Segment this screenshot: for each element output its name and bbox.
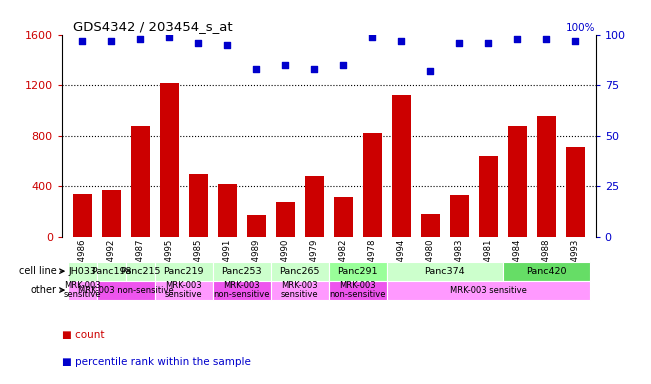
Bar xyxy=(73,194,92,237)
Point xyxy=(106,38,117,44)
Bar xyxy=(537,116,556,237)
Text: GSM924980: GSM924980 xyxy=(426,238,435,291)
Text: cell line: cell line xyxy=(19,266,57,276)
Point xyxy=(222,41,232,48)
Bar xyxy=(271,262,329,281)
Text: 100%: 100% xyxy=(566,23,596,33)
Bar xyxy=(276,202,295,237)
Text: GSM924989: GSM924989 xyxy=(252,238,260,291)
Text: JH033: JH033 xyxy=(68,266,96,276)
Text: GSM924984: GSM924984 xyxy=(513,238,522,291)
Text: GSM924994: GSM924994 xyxy=(397,238,406,291)
Bar xyxy=(329,281,387,300)
Point xyxy=(135,36,145,42)
Bar xyxy=(503,262,590,281)
Bar xyxy=(479,156,498,237)
Text: Panc420: Panc420 xyxy=(526,266,566,276)
Bar xyxy=(189,174,208,237)
Text: GSM924991: GSM924991 xyxy=(223,238,232,291)
Text: GSM924987: GSM924987 xyxy=(135,238,145,291)
Bar xyxy=(392,95,411,237)
Bar xyxy=(247,215,266,237)
Text: Panc219: Panc219 xyxy=(163,266,204,276)
Bar xyxy=(68,281,96,300)
Text: GSM924983: GSM924983 xyxy=(455,238,464,291)
Bar xyxy=(329,262,387,281)
Point xyxy=(164,33,174,40)
Text: MRK-003 non-sensitive: MRK-003 non-sensitive xyxy=(78,286,174,295)
Text: MRK-003
sensitive: MRK-003 sensitive xyxy=(63,281,101,300)
Text: GSM924993: GSM924993 xyxy=(571,238,580,291)
Bar xyxy=(213,262,271,281)
Text: GSM924992: GSM924992 xyxy=(107,238,116,291)
Bar xyxy=(155,281,213,300)
Point xyxy=(367,33,378,40)
Point xyxy=(280,62,290,68)
Bar xyxy=(126,262,155,281)
Point xyxy=(454,40,465,46)
Point xyxy=(570,38,581,44)
Bar xyxy=(363,133,381,237)
Text: GSM924990: GSM924990 xyxy=(281,238,290,291)
Point xyxy=(512,36,523,42)
Point xyxy=(251,66,262,72)
Text: GSM924982: GSM924982 xyxy=(339,238,348,291)
Bar xyxy=(218,184,237,237)
Bar xyxy=(68,262,96,281)
Bar xyxy=(155,262,213,281)
Bar xyxy=(421,214,439,237)
Bar xyxy=(159,83,178,237)
Text: other: other xyxy=(31,285,57,295)
Point xyxy=(541,36,551,42)
Text: GSM924995: GSM924995 xyxy=(165,238,174,291)
Bar xyxy=(450,195,469,237)
Point xyxy=(396,38,406,44)
Bar xyxy=(305,176,324,237)
Text: MRK-003
non-sensitive: MRK-003 non-sensitive xyxy=(214,281,270,300)
Text: GSM924988: GSM924988 xyxy=(542,238,551,291)
Bar xyxy=(387,281,590,300)
Point xyxy=(77,38,87,44)
Bar xyxy=(96,262,126,281)
Text: Panc265: Panc265 xyxy=(279,266,320,276)
Bar xyxy=(566,147,585,237)
Text: GSM924986: GSM924986 xyxy=(77,238,87,291)
Text: Panc215: Panc215 xyxy=(120,266,160,276)
Text: GSM924978: GSM924978 xyxy=(368,238,377,291)
Bar xyxy=(271,281,329,300)
Text: MRK-003
non-sensitive: MRK-003 non-sensitive xyxy=(329,281,386,300)
Point xyxy=(425,68,436,74)
Bar xyxy=(131,126,150,237)
Text: GSM924979: GSM924979 xyxy=(310,238,319,291)
Point xyxy=(483,40,493,46)
Text: GSM924981: GSM924981 xyxy=(484,238,493,291)
Point xyxy=(193,40,203,46)
Text: ■ percentile rank within the sample: ■ percentile rank within the sample xyxy=(62,357,251,367)
Text: GSM924985: GSM924985 xyxy=(194,238,202,291)
Text: ■ count: ■ count xyxy=(62,330,104,340)
Text: Panc374: Panc374 xyxy=(424,266,465,276)
Text: MRK-003 sensitive: MRK-003 sensitive xyxy=(450,286,527,295)
Text: Panc291: Panc291 xyxy=(337,266,378,276)
Bar xyxy=(387,262,503,281)
Bar xyxy=(102,190,120,237)
Bar xyxy=(334,197,353,237)
Point xyxy=(309,66,320,72)
Text: MRK-003
sensitive: MRK-003 sensitive xyxy=(165,281,202,300)
Bar xyxy=(96,281,155,300)
Text: Panc198: Panc198 xyxy=(91,266,132,276)
Bar xyxy=(213,281,271,300)
Point xyxy=(338,62,348,68)
Text: MRK-003
sensitive: MRK-003 sensitive xyxy=(281,281,318,300)
Bar xyxy=(508,126,527,237)
Text: GDS4342 / 203454_s_at: GDS4342 / 203454_s_at xyxy=(72,20,232,33)
Text: Panc253: Panc253 xyxy=(221,266,262,276)
